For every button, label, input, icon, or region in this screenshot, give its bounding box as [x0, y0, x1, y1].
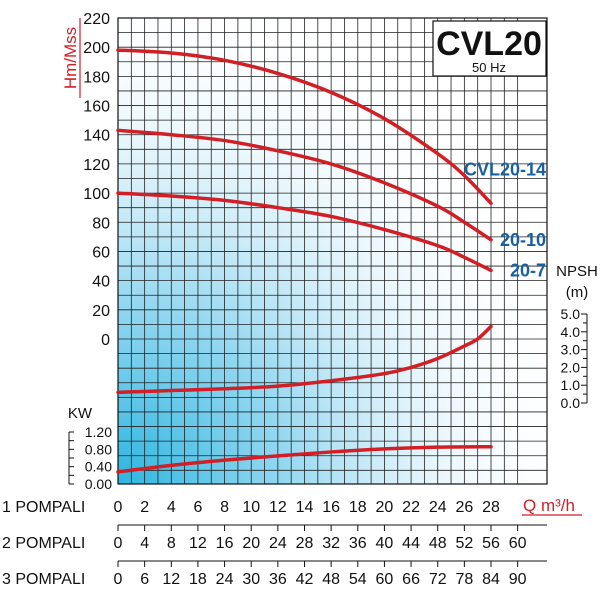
axis-row-tick-label: 54	[349, 571, 367, 588]
series-label: CVL20-14	[464, 159, 546, 179]
axis-row-label: 2 POMPALI	[2, 535, 85, 552]
axis-row-tick-label: 90	[509, 571, 527, 588]
curves	[116, 48, 493, 474]
power-tick-label: 0.00	[85, 476, 112, 492]
npsh-axis-unit: (m)	[566, 284, 589, 301]
axis-row-tick-label: 24	[216, 571, 234, 588]
axis-row-tick-label: 8	[167, 535, 176, 552]
head-axis-label: Hm/Mss	[61, 27, 80, 89]
head-tick-label: 40	[92, 274, 110, 291]
power-tick-label: 0.40	[85, 459, 112, 475]
axis-row-tick-label: 60	[509, 535, 527, 552]
power-axis: KW 0.000.40 0.801.20	[68, 405, 112, 492]
q-axis-label: Q m³/h	[523, 496, 575, 515]
axis-row-tick-label: 12	[162, 571, 180, 588]
axis-row-tick-label: 48	[429, 535, 447, 552]
plot-frame	[117, 17, 548, 485]
grid	[117, 17, 547, 484]
axis-row-tick-label: 4	[140, 535, 149, 552]
axis-row-tick-label: 2	[140, 499, 149, 516]
axis-row-tick-label: 78	[455, 571, 473, 588]
axis-row-tick-label: 0	[114, 571, 123, 588]
axis-row-tick-label: 6	[193, 499, 202, 516]
axis-row-tick-label: 26	[455, 499, 473, 516]
title-box: CVL20 50 Hz	[432, 20, 547, 77]
axis-row-tick-label: 4	[167, 499, 176, 516]
axis-row-tick-label: 20	[376, 499, 394, 516]
axis-row-tick-label: 18	[349, 499, 367, 516]
axis-row-tick-label: 60	[376, 571, 394, 588]
series-labels: CVL20-14 20-10 20-7	[464, 159, 546, 280]
axis-row-tick-label: 52	[455, 535, 473, 552]
axis-row-tick-label: 16	[322, 499, 340, 516]
series-label: 20-10	[500, 230, 546, 250]
axis-row-tick-label: 12	[189, 535, 207, 552]
axis-row-tick-label: 22	[402, 499, 420, 516]
axis-row-tick-label: 14	[296, 499, 314, 516]
head-tick-label: 20	[92, 303, 110, 320]
head-tick-label: 100	[83, 186, 110, 203]
axis-row-tick-label: 44	[402, 535, 420, 552]
axis-row-tick-label: 24	[269, 535, 287, 552]
power-tick-label: 0.80	[85, 441, 112, 457]
axis-row-tick-label: 16	[216, 535, 234, 552]
axis-row-tick-label: 72	[429, 571, 447, 588]
head-tick-label: 120	[83, 157, 110, 174]
axis-row-tick-label: 40	[376, 535, 394, 552]
head-tick-label: 200	[83, 40, 110, 57]
npsh-tick-label: 4.0	[561, 324, 581, 340]
axis-row-tick-label: 8	[220, 499, 229, 516]
axis-row-tick-label: 84	[482, 571, 500, 588]
head-tick-label: 220	[83, 11, 110, 28]
npsh-tick-label: 2.0	[561, 359, 581, 375]
head-tick-label: 160	[83, 99, 110, 116]
npsh-curve	[116, 324, 493, 395]
npsh-axis-label: NPSH	[556, 263, 598, 280]
head-curve-cvl20-14	[116, 48, 493, 206]
axis-row-tick-label: 66	[402, 571, 420, 588]
power-tick-label: 1.20	[85, 424, 112, 440]
head-tick-label: 60	[92, 244, 110, 261]
head-tick-label: 180	[83, 69, 110, 86]
axis-row-tick-label: 18	[189, 571, 207, 588]
series-label: 20-7	[510, 260, 546, 280]
axis-row-tick-label: 32	[322, 535, 340, 552]
npsh-tick-label: 0.0	[561, 395, 581, 411]
axis-row-tick-label: 20	[242, 535, 260, 552]
power-axis-label: KW	[68, 405, 93, 422]
bottom-rows: 1 POMPALI 0 2 4 6 8 10 12 14 16 18 20 22 24 26 282 POMP…	[2, 499, 547, 588]
npsh-tick-label: 1.0	[561, 377, 581, 393]
axis-row-tick-label: 48	[322, 571, 340, 588]
axis-row-tick-label: 0	[114, 499, 123, 516]
axis-row-tick-label: 0	[114, 535, 123, 552]
axis-row-tick-label: 28	[482, 499, 500, 516]
axis-row-tick-label: 12	[269, 499, 287, 516]
axis-row-tick-label: 36	[269, 571, 287, 588]
chart-subtitle: 50 Hz	[472, 60, 506, 75]
axis-row-tick-label: 30	[242, 571, 260, 588]
power-curve	[116, 444, 493, 474]
axis-row-tick-label: 10	[242, 499, 260, 516]
axis-row-tick-label: 28	[296, 535, 314, 552]
axis-row-tick-label: 24	[429, 499, 447, 516]
axis-row-label: 3 POMPALI	[2, 571, 85, 588]
head-curve-20-7	[116, 191, 493, 273]
axis-row-tick-label: 36	[349, 535, 367, 552]
npsh-axis: NPSH (m) 0.0 1.0 2.03.0 4.0 5.0	[556, 263, 598, 411]
axis-row-label: 1 POMPALI	[2, 499, 85, 516]
axis-row-tick-label: 56	[482, 535, 500, 552]
axis-row-tick-label: 42	[296, 571, 314, 588]
npsh-tick-label: 5.0	[561, 306, 581, 322]
head-tick-label: 140	[83, 128, 110, 145]
chart-title: CVL20	[436, 25, 542, 63]
axis-row-tick-label: 6	[140, 571, 149, 588]
head-curve-20-10	[116, 128, 493, 242]
head-tick-label: 80	[92, 215, 110, 232]
plot-background	[118, 18, 547, 484]
head-tick-label: 0	[101, 332, 110, 349]
npsh-tick-label: 3.0	[561, 342, 581, 358]
